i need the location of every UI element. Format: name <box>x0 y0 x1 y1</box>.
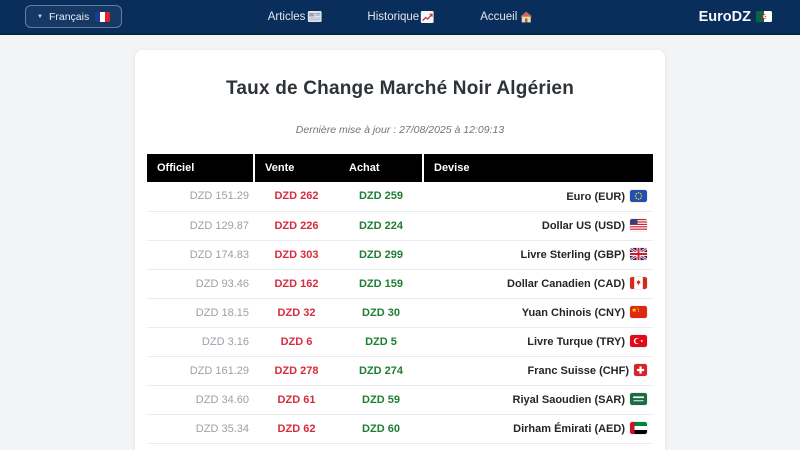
cn-flag-icon <box>630 306 647 318</box>
nav-articles-label: Articles <box>267 10 306 23</box>
main-nav: Articles Historique Accueil <box>268 0 533 33</box>
official-rate: DZD 161.29 <box>147 356 254 386</box>
sa-flag-icon <box>630 393 647 405</box>
page-content: Taux de Change Marché Noir Algérien Dern… <box>0 50 800 450</box>
official-rate: DZD 18.15 <box>147 298 254 328</box>
currency-label: Yuan Chinois (CNY) <box>521 307 625 319</box>
official-rate: DZD 35.34 <box>147 414 254 444</box>
rates-table-head: Officiel Vente Achat Devise <box>147 154 653 182</box>
official-rate: DZD 93.46 <box>147 269 254 299</box>
buy-rate: DZD 60 <box>339 414 423 444</box>
rate-row: DZD 93.46 DZD 162 DZD 159 Dollar Canadien (… <box>147 269 653 299</box>
currency-cell: Yuan Chinois (CNY) <box>423 298 653 328</box>
currency-label: Dollar Canadien (CAD) <box>507 278 625 290</box>
buy-rate: DZD 5 <box>339 327 423 357</box>
currency-cell: Franc Suisse (CHF) <box>423 356 653 386</box>
rate-row: DZD 129.87 DZD 226 DZD 224 Dollar US (USD) <box>147 211 653 241</box>
buy-rate: DZD 274 <box>339 356 423 386</box>
algeria-flag-icon <box>756 11 772 22</box>
language-selector[interactable]: ▼ Français <box>25 5 123 28</box>
currency-cell: Riyal Saoudien (SAR) <box>423 385 653 415</box>
sell-rate: DZD 6 <box>254 327 339 357</box>
rates-table-body: DZD 151.29 DZD 262 DZD 259 Euro (EUR) DZD 12… <box>147 182 653 444</box>
currency-label: Dirham Émirati (AED) <box>513 423 625 435</box>
buy-rate: DZD 224 <box>339 211 423 241</box>
gb-flag-icon <box>630 248 647 260</box>
currency-label: Riyal Saoudien (SAR) <box>512 394 625 406</box>
nav-historique-label: Historique <box>367 10 420 23</box>
nav-link-historique[interactable]: Historique <box>367 10 435 23</box>
rate-row: DZD 174.83 DZD 303 DZD 299 Livre Sterling (… <box>147 240 653 270</box>
ch-flag-icon <box>634 364 647 376</box>
official-rate: DZD 3.16 <box>147 327 254 357</box>
page-title: Taux de Change Marché Noir Algérien <box>225 78 575 99</box>
rate-row: DZD 3.16 DZD 6 DZD 5 Livre Turque (TRY) <box>147 327 653 357</box>
sell-rate: DZD 61 <box>254 385 339 415</box>
eu-flag-icon <box>630 189 647 202</box>
home-icon <box>519 11 532 23</box>
sell-rate: DZD 262 <box>254 182 339 212</box>
header-row: Officiel Vente Achat Devise <box>147 154 653 182</box>
brand-label: EuroDZ <box>698 8 751 25</box>
currency-label: Livre Turque (TRY) <box>527 336 625 348</box>
newspaper-icon <box>307 11 322 22</box>
official-rate: DZD 151.29 <box>147 182 254 212</box>
rate-row: DZD 151.29 DZD 262 DZD 259 Euro (EUR) <box>147 182 653 212</box>
sell-rate: DZD 162 <box>254 269 339 299</box>
currency-cell: Livre Turque (TRY) <box>423 327 653 357</box>
official-rate: DZD 34.60 <box>147 385 254 415</box>
language-label: Français <box>48 10 90 23</box>
official-rate: DZD 129.87 <box>147 211 254 241</box>
column-header-achat: Achat <box>339 154 423 182</box>
top-navbar: ▼ Français Articles Historique Accueil E… <box>0 0 800 35</box>
france-flag-icon <box>95 11 111 22</box>
rate-row: DZD 35.34 DZD 62 DZD 60 Dirham Émirati (AED… <box>147 414 653 444</box>
currency-cell: Dollar US (USD) <box>423 211 653 241</box>
currency-label: Livre Sterling (GBP) <box>520 249 625 261</box>
rate-row: DZD 18.15 DZD 32 DZD 30 Yuan Chinois (CNY) <box>147 298 653 328</box>
currency-label: Dollar US (USD) <box>541 220 625 232</box>
buy-rate: DZD 30 <box>339 298 423 328</box>
us-flag-icon <box>630 219 647 231</box>
rates-card: Taux de Change Marché Noir Algérien Dern… <box>135 50 665 450</box>
chart-increasing-icon <box>421 10 435 23</box>
currency-cell: Livre Sterling (GBP) <box>423 240 653 270</box>
sell-rate: DZD 32 <box>254 298 339 328</box>
nav-accueil-label: Accueil <box>480 10 518 23</box>
last-update-text: Dernière mise à jour : 27/08/2025 à 12:0… <box>295 124 505 136</box>
buy-rate: DZD 159 <box>339 269 423 299</box>
currency-cell: Dirham Émirati (AED) <box>423 414 653 444</box>
caret-down-icon: ▼ <box>37 13 43 20</box>
brand-logo[interactable]: EuroDZ <box>699 0 772 33</box>
sell-rate: DZD 62 <box>254 414 339 444</box>
rates-table: Officiel Vente Achat Devise DZD 151.29 DZ… <box>147 154 653 444</box>
currency-label: Euro (EUR) <box>566 190 625 203</box>
currency-cell: Dollar Canadien (CAD) <box>423 269 653 299</box>
nav-link-accueil[interactable]: Accueil <box>480 11 532 23</box>
buy-rate: DZD 259 <box>339 182 423 212</box>
official-rate: DZD 174.83 <box>147 240 254 270</box>
currency-cell: Euro (EUR) <box>423 182 653 212</box>
rate-row: DZD 34.60 DZD 61 DZD 59 Riyal Saoudien (SAR… <box>147 385 653 415</box>
column-header-devise: Devise <box>422 154 653 182</box>
sell-rate: DZD 278 <box>254 356 339 386</box>
column-header-officiel: Officiel <box>147 154 254 182</box>
buy-rate: DZD 59 <box>339 385 423 415</box>
sell-rate: DZD 303 <box>254 240 339 270</box>
buy-rate: DZD 299 <box>339 240 423 270</box>
sell-rate: DZD 226 <box>254 211 339 241</box>
ca-flag-icon <box>630 277 647 289</box>
rate-row: DZD 161.29 DZD 278 DZD 274 Franc Suisse (CH… <box>147 356 653 386</box>
tr-flag-icon <box>630 335 647 347</box>
ae-flag-icon <box>630 422 647 434</box>
nav-link-articles[interactable]: Articles <box>268 11 322 23</box>
currency-label: Franc Suisse (CHF) <box>527 365 629 377</box>
column-header-vente: Vente <box>253 154 339 182</box>
